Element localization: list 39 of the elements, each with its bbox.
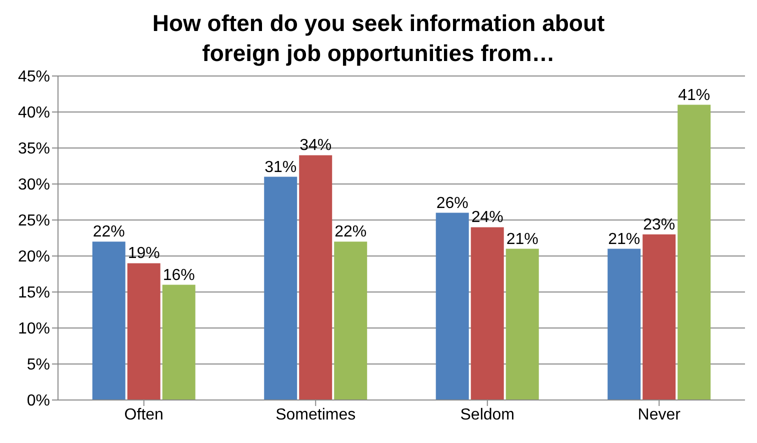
x-tick-label: Often bbox=[124, 406, 164, 424]
data-label: 16% bbox=[162, 266, 195, 284]
y-tick-label: 0% bbox=[26, 392, 50, 410]
data-label: 22% bbox=[92, 224, 125, 241]
y-tick-label: 45% bbox=[18, 68, 50, 86]
bar bbox=[506, 248, 539, 400]
bar bbox=[299, 155, 332, 400]
y-tick-label: 30% bbox=[18, 176, 50, 194]
data-label: 34% bbox=[300, 137, 332, 154]
bar bbox=[264, 176, 298, 400]
y-tick-label: 10% bbox=[18, 320, 50, 338]
bar bbox=[334, 242, 368, 400]
bar bbox=[678, 104, 711, 400]
y-tick-label: 20% bbox=[18, 248, 50, 266]
bar bbox=[642, 234, 676, 400]
y-tick-label: 40% bbox=[18, 104, 50, 122]
data-label: 26% bbox=[436, 194, 468, 212]
data-label: 21% bbox=[506, 230, 538, 248]
bar bbox=[127, 263, 160, 400]
y-tick-label: 25% bbox=[18, 212, 50, 230]
data-label: 31% bbox=[264, 158, 297, 176]
data-label: 23% bbox=[643, 216, 676, 234]
bar bbox=[470, 227, 504, 400]
y-tick-label: 15% bbox=[18, 284, 50, 302]
y-tick-label: 5% bbox=[26, 356, 50, 374]
chart-title: How often do you seek information about foreign job opportunities from… bbox=[151, 9, 606, 68]
bar bbox=[162, 284, 196, 400]
data-label: 41% bbox=[678, 86, 710, 104]
data-label: 22% bbox=[334, 224, 367, 241]
data-label: 19% bbox=[128, 245, 160, 262]
y-tick-label: 35% bbox=[18, 140, 50, 158]
x-tick-label: Seldom bbox=[460, 406, 514, 424]
x-tick-label: Sometimes bbox=[276, 406, 356, 424]
bar bbox=[436, 212, 469, 400]
bar bbox=[608, 248, 641, 400]
data-label: 24% bbox=[471, 209, 504, 226]
x-tick-label: Never bbox=[638, 406, 682, 424]
bar bbox=[92, 242, 126, 400]
data-label: 21% bbox=[608, 230, 640, 248]
